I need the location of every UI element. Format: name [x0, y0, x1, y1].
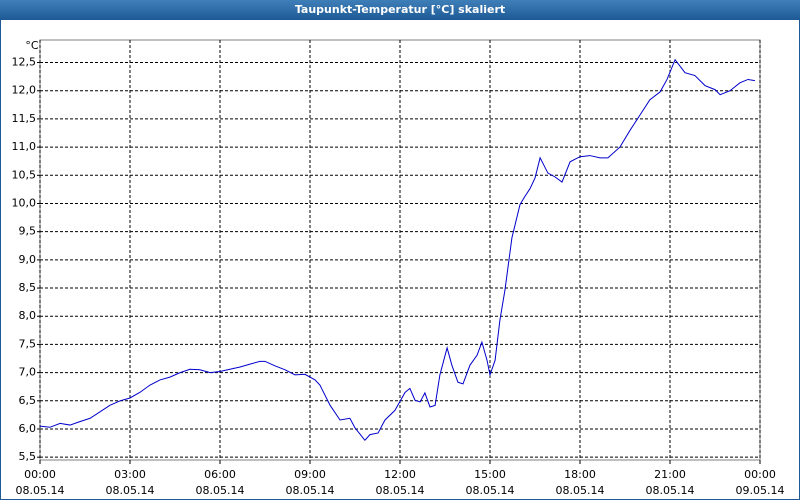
y-tick-label: 5,5	[19, 450, 37, 463]
y-tick-label: 12,0	[12, 84, 37, 97]
x-tick-date: 08.05.14	[646, 484, 695, 497]
y-tick-label: 6,5	[19, 394, 37, 407]
y-tick-label: 11,5	[12, 112, 37, 125]
x-tick-label: 12:00	[384, 468, 416, 481]
line-series	[39, 58, 755, 442]
x-tick-date: 08.05.14	[196, 484, 245, 497]
chart-title: Taupunkt-Temperatur [°C] skaliert	[295, 3, 505, 16]
x-tick-date: 08.05.14	[466, 484, 515, 497]
y-tick-label: 12,5	[12, 56, 37, 69]
x-tick-label: 03:00	[114, 468, 146, 481]
x-tick-date: 08.05.14	[16, 484, 65, 497]
x-tick-date: 08.05.14	[286, 484, 335, 497]
y-tick-label: 11,0	[12, 140, 37, 153]
x-tick-label: 06:00	[204, 468, 236, 481]
x-tick-date: 08.05.14	[376, 484, 425, 497]
x-tick-date: 09.05.14	[736, 484, 785, 497]
y-tick-label: 6,0	[19, 422, 37, 435]
y-tick-label: 8,5	[19, 281, 37, 294]
x-tick-label: 00:00	[24, 468, 56, 481]
y-tick-label: 10,5	[12, 168, 37, 181]
x-tick-date: 08.05.14	[556, 484, 605, 497]
y-tick-label: 7,0	[19, 366, 37, 379]
x-tick-label: 15:00	[474, 468, 506, 481]
title-bar	[0, 0, 800, 20]
y-tick-label: 9,0	[19, 253, 37, 266]
y-axis-label: °C	[25, 39, 39, 52]
y-tick-label: 10,0	[12, 196, 37, 209]
x-tick-label: 09:00	[294, 468, 326, 481]
y-tick-label: 8,0	[19, 309, 37, 322]
y-tick-label: 7,5	[19, 337, 37, 350]
x-tick-label: 00:00	[744, 468, 776, 481]
x-tick-date: 08.05.14	[106, 484, 155, 497]
y-tick-label: 9,5	[19, 225, 37, 238]
x-tick-label: 21:00	[654, 468, 686, 481]
x-tick-label: 18:00	[564, 468, 596, 481]
